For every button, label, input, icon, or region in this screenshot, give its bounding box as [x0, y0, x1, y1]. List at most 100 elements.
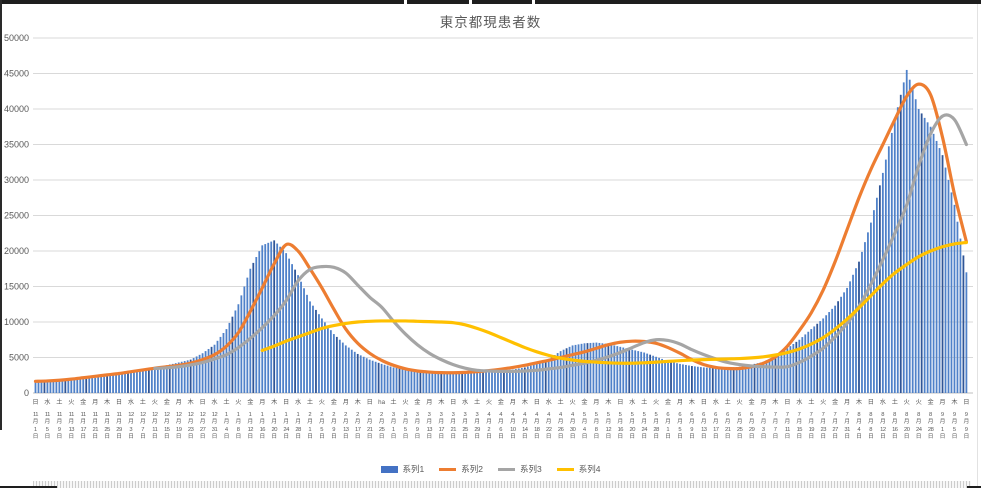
x-tick-label[interactable]: 金 5月 4日 — [581, 398, 588, 440]
x-tick-label[interactable]: 水 12月 3日 — [128, 398, 135, 440]
x-tick-label[interactable]: 水 11月 5日 — [44, 398, 51, 440]
x-tick-label[interactable]: 水 5月 20日 — [629, 398, 636, 440]
x-tick-label[interactable]: 木 1月 20日 — [271, 398, 278, 440]
x-tick-label[interactable]: 火 4月 30日 — [570, 399, 577, 440]
x-tick-label[interactable]: 火 12月 11日 — [152, 399, 159, 440]
x-tick-label[interactable]: 金 6月 29日 — [749, 398, 756, 440]
legend-entry-3[interactable]: 系列3 — [498, 463, 542, 475]
y-axis-labels[interactable]: 0 5000 10000 15000 20000 25000 30000 35000 40000… — [4, 33, 29, 398]
x-tick-label[interactable]: 火 7月 23日 — [820, 399, 827, 440]
svg-text:22: 22 — [546, 427, 552, 433]
x-tick-label[interactable]: 土 6月 21日 — [725, 398, 732, 440]
x-tick-label[interactable]: 金 12月 15日 — [164, 398, 171, 440]
bars-series-1[interactable] — [34, 69, 968, 394]
x-tick-label[interactable]: 金 6月 1日 — [665, 398, 672, 440]
svg-text:土: 土 — [558, 398, 564, 406]
chart-legend[interactable]: 系列1 系列2 系列3 系列4 — [0, 463, 981, 475]
line-series-3[interactable] — [153, 113, 968, 373]
svg-text:2: 2 — [344, 412, 347, 418]
x-tick-label[interactable]: 土 5月 24日 — [641, 398, 649, 440]
x-tick-label[interactable]: 木 2月 17日 — [355, 398, 362, 440]
x-tick-label[interactable]: 火 8月 20日 — [904, 399, 911, 440]
chart-title[interactable]: 東京都現患者数 — [439, 15, 542, 30]
x-tick-label[interactable]: 土 2月 1日 — [307, 398, 313, 440]
x-tick-label[interactable]: 水 7月 15日 — [796, 398, 803, 440]
line-series-2[interactable] — [33, 82, 968, 383]
x-tick-label[interactable]: 火 8月 24日 — [916, 399, 924, 440]
x-tick-label[interactable]: 火 1月 8日 — [235, 399, 241, 440]
x-tick-label[interactable]: 木 11月 25日 — [104, 398, 111, 440]
x-tick-label[interactable]: 水 3月 25日 — [462, 398, 469, 440]
svg-text:月: 月 — [80, 418, 86, 425]
svg-text:3: 3 — [475, 412, 478, 418]
x-tick-label[interactable]: 火 3月 5日 — [402, 399, 408, 440]
x-tick-label[interactable]: 土 3月 1日 — [390, 398, 396, 440]
line-series-4[interactable] — [260, 240, 968, 365]
x-tick-label[interactable]: 木 6月 9日 — [689, 398, 695, 440]
x-axis-labels[interactable]: 日11月1日水11月5日土11月9日火11月13日金11月17日月11月21日木… — [32, 398, 969, 440]
x-tick-label[interactable]: 水 6月 17日 — [713, 398, 720, 440]
x-tick-label[interactable]: 金 4月 6日 — [498, 398, 505, 440]
svg-text:月: 月 — [617, 418, 623, 425]
x-tick-label[interactable]: 水 1月 28日 — [295, 398, 302, 440]
legend-entry-1[interactable]: 系列1 — [380, 463, 424, 475]
x-tick-label[interactable]: 火 6月 25日 — [737, 399, 744, 440]
x-tick-label[interactable]: 火 2月 5日 — [319, 399, 325, 440]
x-tick-label[interactable]: 土 12月 7日 — [140, 398, 147, 440]
svg-text:8: 8 — [237, 427, 240, 433]
x-tick-label[interactable]: 金 11月 17日 — [80, 398, 87, 440]
x-tick-label[interactable]: 金 3月 9日 — [414, 398, 421, 440]
x-tick-label[interactable]: 火 11月 13日 — [68, 399, 75, 440]
x-tick-label[interactable]: 水 4月 22日 — [546, 398, 553, 440]
x-tick-label[interactable]: 水 8月 12日 — [880, 398, 887, 440]
x-tick-label[interactable]: 木 12月 23日 — [188, 398, 195, 440]
legend-entry-2[interactable]: 系列2 — [439, 463, 483, 475]
x-tick-label[interactable]: 土 11月 9日 — [56, 398, 62, 440]
x-tick-label[interactable]: 土 4月 26日 — [558, 398, 565, 440]
x-tick-label[interactable]: 金 2月 9日 — [331, 398, 338, 440]
x-tick-label[interactable]: 水 12月 31日 — [211, 398, 218, 440]
x-tick-label[interactable]: 土 3月 29日 — [474, 398, 481, 440]
x-tick-label[interactable]: 土 8月 16日 — [892, 398, 899, 440]
x-tick-label[interactable]: 火 4月 2日 — [486, 399, 492, 440]
x-tick-label[interactable]: 土 1月 4日 — [223, 398, 229, 440]
x-tick-label[interactable]: 金 8月 28日 — [928, 398, 935, 440]
x-tick-label[interactable]: 金 1月 12日 — [247, 398, 254, 440]
legend-entry-4[interactable]: 系列4 — [556, 463, 600, 475]
x-tick-label[interactable]: 木 8月 4日 — [856, 398, 862, 440]
x-tick-label[interactable]: 木 9月 5日 — [951, 398, 957, 440]
x-tick-label[interactable]: ha 2月 25日 — [378, 399, 385, 440]
x-tick-label[interactable]: 土 7月 19日 — [808, 398, 815, 440]
x-tick-label[interactable]: 木 5月 12日 — [605, 398, 612, 440]
x-tick-label[interactable]: 木 3月 17日 — [438, 398, 445, 440]
x-tick-label[interactable]: 火 5月 28日 — [653, 399, 660, 440]
svg-text:2: 2 — [380, 412, 383, 418]
x-tick-label[interactable]: 金 7月 27日 — [832, 398, 839, 440]
x-tick-label[interactable]: 木 4月 14日 — [522, 398, 530, 440]
